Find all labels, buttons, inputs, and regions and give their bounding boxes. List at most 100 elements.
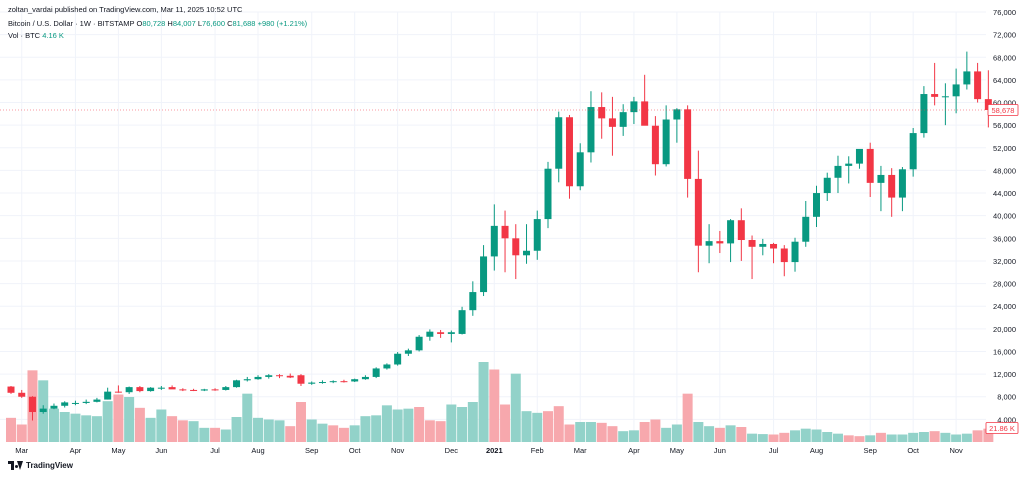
volume-bar <box>596 422 607 442</box>
price-tick-label: 44,000 <box>993 189 1016 198</box>
logo-text: TradingView <box>26 461 73 470</box>
volume-bar <box>897 434 908 442</box>
candle-body <box>93 399 101 402</box>
candle-body <box>82 401 90 403</box>
tradingview-logo[interactable]: TradingView <box>8 461 73 470</box>
time-tick-label: Mar <box>15 446 28 455</box>
volume-bar <box>124 397 135 442</box>
change-value: +980 (+1.21%) <box>257 19 308 28</box>
candle-body <box>7 386 15 393</box>
candle-body <box>104 391 112 400</box>
volume-bar <box>403 408 414 442</box>
volume-bar <box>392 409 403 442</box>
candle-body <box>179 389 187 391</box>
candle-body <box>157 387 165 389</box>
low-value: 76,600 <box>202 19 225 28</box>
volume-bar <box>983 428 994 442</box>
price-tick-label: 20,000 <box>993 325 1016 334</box>
candle-body <box>168 387 176 390</box>
candle-body <box>533 219 541 251</box>
volume-bar <box>843 435 854 442</box>
candle-body <box>114 391 122 393</box>
volume-bar <box>48 408 59 442</box>
candle-body <box>974 71 982 100</box>
candle-body <box>587 107 595 153</box>
candle-body <box>125 387 133 393</box>
candle-body <box>394 353 402 365</box>
volume-bar <box>865 435 876 442</box>
volume-bar <box>242 393 253 442</box>
candle-body <box>61 402 69 406</box>
volume-bar <box>188 421 199 442</box>
volume-bar <box>145 417 156 442</box>
volume-bar <box>543 411 553 442</box>
candle-body <box>351 379 359 382</box>
candle-body <box>297 375 305 384</box>
chart-header: zoltan_vardai published on TradingView.c… <box>8 4 307 42</box>
price-tick-label: 12,000 <box>993 370 1016 379</box>
volume-bar <box>435 421 446 442</box>
low-label: L <box>197 19 203 28</box>
volume-bar <box>285 426 296 442</box>
volume-bar <box>371 415 382 442</box>
candle-body <box>329 381 337 383</box>
candle-body <box>501 225 509 239</box>
candle-body <box>748 240 756 247</box>
volume-bar <box>628 430 639 442</box>
volume-bar <box>918 432 929 442</box>
candle-body <box>813 193 820 217</box>
candle-body <box>50 405 58 409</box>
candle-body <box>555 117 563 169</box>
time-tick-label: Jul <box>769 446 779 455</box>
volume-bar <box>875 432 886 442</box>
candle-body <box>834 165 842 178</box>
candle-body <box>523 250 531 256</box>
candle-body <box>759 243 767 247</box>
candle-body <box>469 292 477 311</box>
candle-body <box>888 174 896 198</box>
volume-bar <box>768 434 779 442</box>
candle-body <box>673 109 681 120</box>
volume-bar <box>167 416 178 442</box>
volume-bar <box>199 427 210 442</box>
volume-bar <box>521 411 532 442</box>
time-tick-label: Apr <box>70 446 82 455</box>
candle-body <box>276 375 283 377</box>
volume-bar <box>295 402 306 442</box>
candle-body <box>920 94 928 134</box>
volume-bar <box>253 417 264 442</box>
volume-bar <box>424 420 435 442</box>
price-tick-label: 60,000 <box>993 99 1016 108</box>
volume-bar <box>704 426 715 442</box>
time-tick-label: Mar <box>574 446 587 455</box>
volume-bar <box>510 373 521 442</box>
volume-bar <box>177 420 188 442</box>
time-tick-label: Dec <box>445 446 459 455</box>
candle-body <box>372 368 380 377</box>
time-tick-label: Jul <box>210 446 220 455</box>
candle-body <box>265 375 273 377</box>
time-tick-label: Apr <box>628 446 640 455</box>
candle-body <box>576 152 584 187</box>
candle-body <box>716 241 724 244</box>
candle-body <box>18 392 26 397</box>
price-tick-label: 76,000 <box>993 8 1016 17</box>
price-tick-label: 8,000 <box>997 393 1016 402</box>
price-tick-label: 64,000 <box>993 76 1016 85</box>
volume-bar <box>414 407 425 442</box>
volume-bar <box>220 429 231 442</box>
candle-body <box>39 408 47 413</box>
price-tick-label: 16,000 <box>993 347 1016 356</box>
volume-bar <box>886 434 897 442</box>
candle-body <box>855 148 863 164</box>
axis-value-labels: 58,678 21.86 K <box>0 104 1019 434</box>
candle-body <box>630 101 638 113</box>
candle-body <box>780 248 788 263</box>
last-volume-box <box>985 422 1019 434</box>
last-price-box <box>987 104 1019 116</box>
time-tick-label: Aug <box>810 446 823 455</box>
price-tick-label: 40,000 <box>993 212 1016 221</box>
volume-bar <box>134 407 145 442</box>
publish-line: zoltan_vardai published on TradingView.c… <box>8 5 243 14</box>
